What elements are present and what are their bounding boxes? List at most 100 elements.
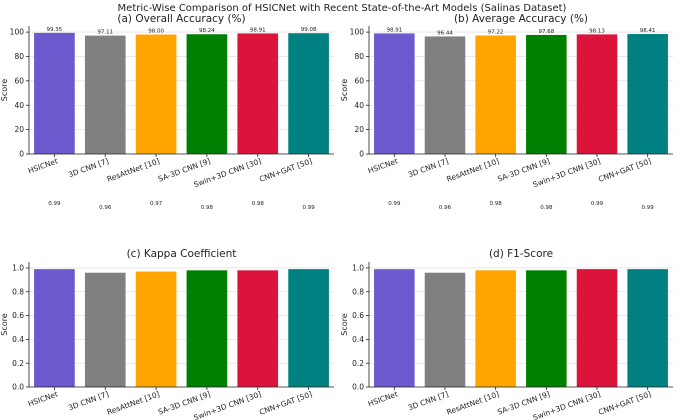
x-category-label: HSICNet	[27, 156, 59, 175]
x-category-label: HSICNet	[367, 389, 399, 408]
x-category-label: ResAttNet [10]	[106, 156, 161, 183]
y-tick-label: 0	[359, 150, 364, 159]
bar-hsicnet	[374, 33, 415, 155]
x-category-label: CNN+GAT [50]	[258, 156, 313, 183]
bar-swin-3d-cnn-30	[237, 270, 279, 387]
bar-value-label: 0.96	[439, 205, 452, 211]
bar-value-label: 0.99	[302, 205, 315, 211]
bar-resattnet-10	[475, 270, 516, 387]
y-tick-label: 0.0	[12, 383, 24, 392]
chart-panel-4: 0.0 0.2 0.4 0.6 0.8 1.0 HSICNet 3D CNN [7]ResAt…	[340, 248, 673, 420]
bar-value-label: 0.99	[48, 201, 61, 207]
bar-sa-3d-cnn-9	[526, 34, 567, 154]
x-category-label: HSICNet	[367, 156, 399, 175]
floating-value-labels-2: 0.99 0.96 0.98 0.98 0.99 0.99	[388, 201, 654, 211]
bar-value-label: 98.91	[386, 27, 402, 33]
bar-value-label: 97.68	[538, 29, 554, 35]
y-tick-label: 0.0	[352, 383, 364, 392]
bar-cnn-gat-50	[288, 33, 329, 154]
bar-value-label: 96.44	[437, 30, 453, 36]
bar-swin-3d-cnn-30	[576, 34, 618, 154]
bar-cnn-gat-50	[627, 269, 668, 387]
bar-value-label: 0.97	[150, 201, 163, 207]
x-category-label: CNN+GAT [50]	[258, 389, 313, 416]
y-tick-label: 80	[14, 52, 24, 61]
bar-value-label: 0.96	[99, 205, 112, 211]
bar-hsicnet	[374, 269, 415, 387]
y-tick-label: 60	[354, 76, 364, 85]
y-tick-label: 0.8	[352, 287, 364, 296]
bar-value-label: 97.22	[488, 29, 504, 35]
bar-cnn-gat-50	[288, 269, 329, 387]
bar-value-label: 98.91	[250, 27, 266, 33]
bar-value-label: 97.11	[97, 30, 113, 36]
bar-hsicnet	[34, 32, 75, 154]
y-tick-label: 0.4	[352, 335, 364, 344]
x-category-label: 3D CNN [7]	[67, 156, 110, 179]
y-tick-label: 0.8	[12, 287, 24, 296]
bar-3d-cnn-7	[84, 272, 126, 387]
bar-value-label: 99.35	[47, 27, 63, 33]
y-tick-label: 40	[354, 101, 364, 110]
x-category-label: 3D CNN [7]	[67, 389, 110, 412]
bar-3d-cnn-7	[424, 36, 466, 155]
bar-value-label: 0.99	[388, 201, 401, 207]
bar-value-label: 0.99	[591, 201, 604, 207]
bar-resattnet-10	[475, 35, 516, 154]
y-axis-label: Score	[340, 79, 349, 101]
bar-3d-cnn-7	[424, 272, 466, 387]
bar-sa-3d-cnn-9	[526, 270, 567, 387]
chart-title: (a) Overall Accuracy (%)	[117, 13, 245, 25]
bar-3d-cnn-7	[84, 35, 126, 154]
bar-value-label: 0.98	[252, 201, 265, 207]
bar-value-label: 0.98	[540, 205, 553, 211]
x-category-label: 3D CNN [7]	[407, 389, 450, 412]
y-tick-label: 100	[350, 28, 365, 37]
x-category-label: ResAttNet [10]	[445, 156, 500, 183]
y-tick-label: 0.2	[12, 359, 24, 368]
bar-sa-3d-cnn-9	[186, 270, 228, 387]
figure-suptitle: Metric-Wise Comparison of HSICNet with R…	[118, 3, 567, 14]
y-tick-label: 1.0	[12, 264, 24, 273]
bar-hsicnet	[34, 269, 75, 387]
bar-swin-3d-cnn-30	[576, 269, 618, 387]
chart-title: (d) F1-Score	[489, 248, 553, 260]
bar-value-label: 98.41	[640, 28, 656, 34]
y-tick-label: 0.2	[352, 359, 364, 368]
y-tick-label: 100	[10, 28, 25, 37]
bar-value-label: 0.99	[642, 205, 655, 211]
y-axis-label: Score	[0, 313, 9, 335]
y-tick-label: 80	[354, 52, 364, 61]
chart-panel-2: 0 20 40 60 80 100 98.91 HSICNet 96.44 3D CNN [7] 9…	[340, 13, 673, 189]
y-axis-label: Score	[0, 79, 9, 101]
y-tick-label: 20	[14, 125, 24, 134]
chart-panel-3: 0.0 0.2 0.4 0.6 0.8 1.0 HSICNet 3D CNN [7]ResAt…	[0, 248, 334, 420]
x-category-label: CNN+GAT [50]	[597, 156, 652, 183]
bar-value-label: 98.24	[199, 28, 215, 34]
y-tick-label: 60	[14, 76, 24, 85]
x-category-label: ResAttNet [10]	[106, 389, 161, 416]
chart-panel-1: 0 20 40 60 80 100 99.35 HSICNet 97.11 3D CNN [7] 9…	[0, 13, 334, 189]
floating-value-labels-1: 0.99 0.96 0.97 0.98 0.98 0.99	[48, 201, 315, 211]
y-tick-label: 20	[354, 125, 364, 134]
bar-value-label: 98.00	[148, 29, 164, 35]
bar-sa-3d-cnn-9	[186, 34, 228, 154]
bar-resattnet-10	[135, 271, 177, 387]
y-tick-label: 0	[19, 150, 24, 159]
y-tick-label: 40	[14, 101, 24, 110]
bar-value-label: 98.13	[589, 28, 605, 34]
x-category-label: CNN+GAT [50]	[597, 389, 652, 416]
chart-title: (b) Average Accuracy (%)	[454, 13, 588, 25]
chart-title: (c) Kappa Coefficient	[127, 248, 237, 260]
y-tick-label: 0.4	[12, 335, 24, 344]
bar-swin-3d-cnn-30	[237, 33, 279, 155]
y-tick-label: 0.6	[12, 311, 24, 320]
y-tick-label: 0.6	[352, 311, 364, 320]
bar-resattnet-10	[135, 34, 177, 154]
y-tick-label: 1.0	[352, 264, 364, 273]
x-category-label: HSICNet	[27, 389, 59, 408]
bar-value-label: 0.98	[201, 205, 214, 211]
bar-cnn-gat-50	[627, 34, 668, 154]
x-category-label: ResAttNet [10]	[445, 389, 500, 416]
